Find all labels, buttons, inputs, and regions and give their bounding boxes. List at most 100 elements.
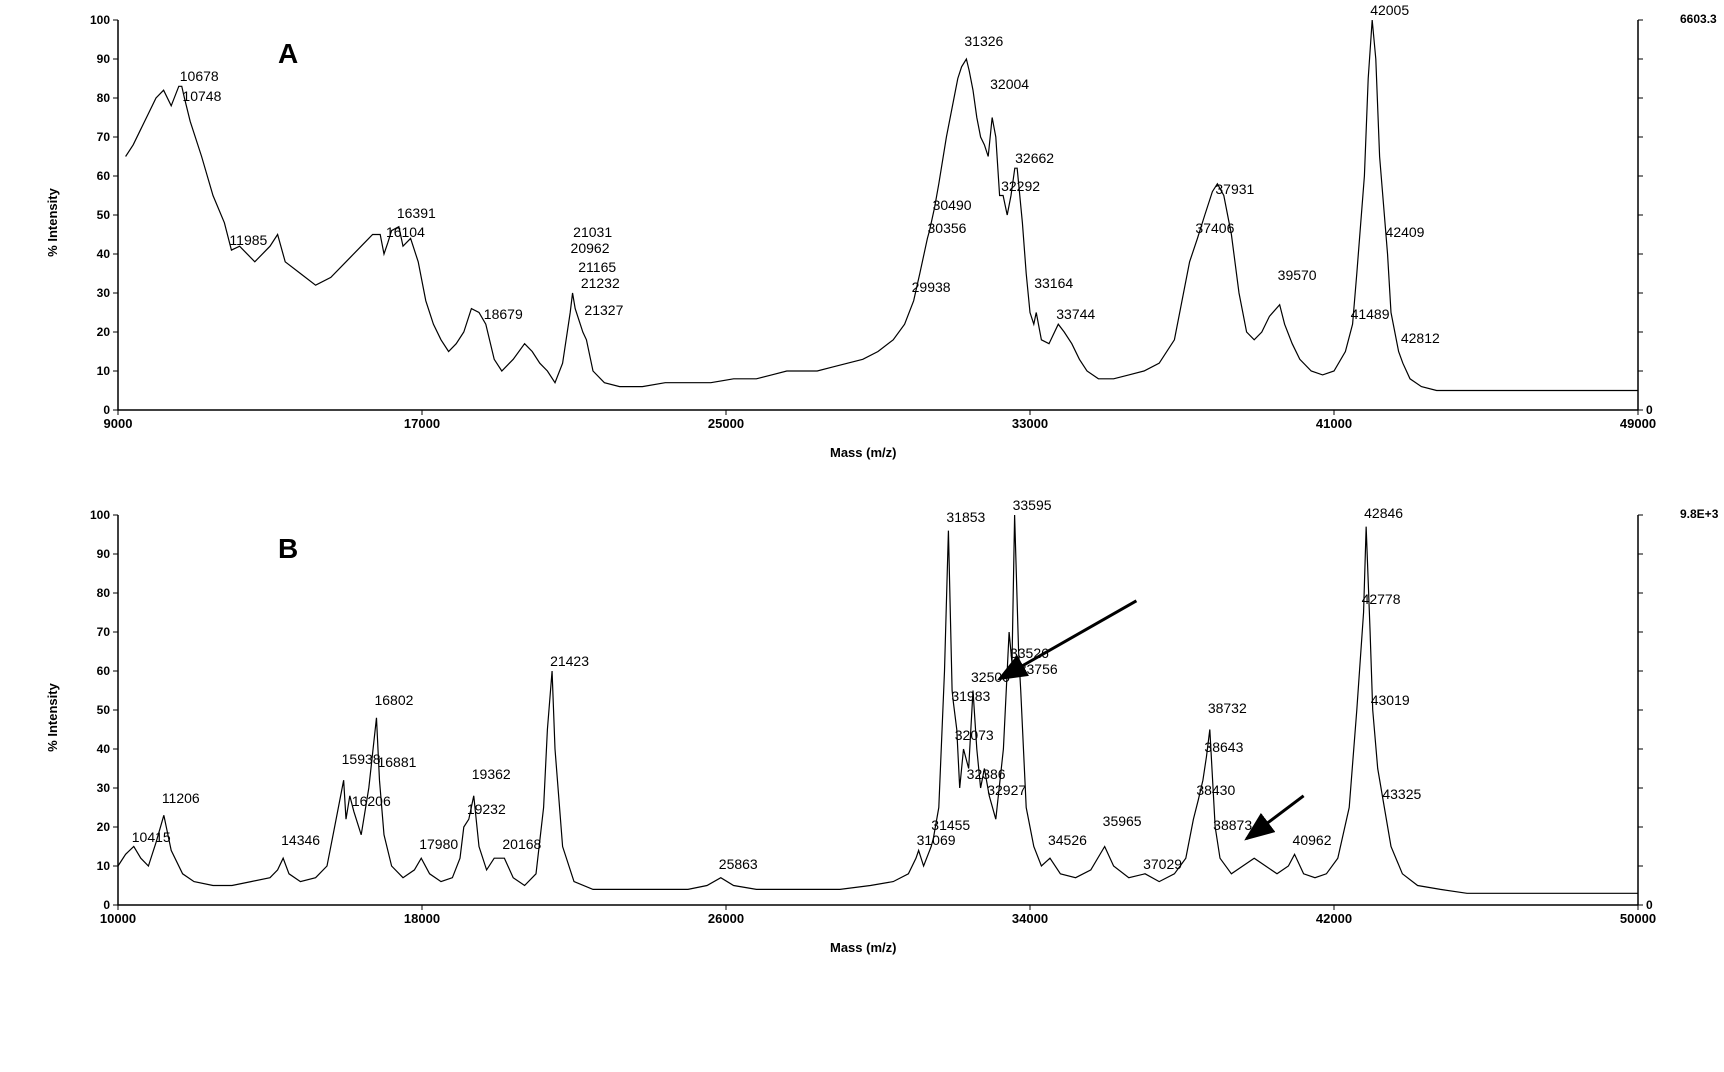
peak-label: 42409: [1386, 224, 1425, 240]
peak-label: 16206: [352, 793, 391, 809]
svg-text:0: 0: [103, 898, 110, 912]
svg-text:30: 30: [97, 286, 111, 300]
peak-label: 29938: [912, 279, 951, 295]
peak-label: 31455: [931, 817, 970, 833]
peak-label: 37931: [1215, 181, 1254, 197]
peak-label: 38643: [1204, 739, 1243, 755]
peak-label: 20168: [502, 836, 541, 852]
peak-label: 33526: [1010, 645, 1049, 661]
peak-label: 32662: [1015, 150, 1054, 166]
svg-text:0: 0: [1646, 898, 1653, 912]
peak-label: 30490: [933, 197, 972, 213]
peak-label: 42846: [1364, 505, 1403, 521]
peak-label: 31853: [946, 509, 985, 525]
peak-label: 16104: [386, 224, 425, 240]
panel-a-ylabel: % Intensity: [45, 188, 60, 257]
svg-text:33000: 33000: [1012, 416, 1048, 431]
peak-label: 17980: [419, 836, 458, 852]
spectrum-a-svg: 0102030405060708090100090001700025000330…: [78, 10, 1678, 440]
panel-b-letter: B: [278, 533, 298, 565]
svg-text:20: 20: [97, 325, 111, 339]
svg-text:42000: 42000: [1316, 911, 1352, 926]
peak-label: 21423: [550, 653, 589, 669]
peak-label: 31069: [917, 832, 956, 848]
peak-label: 33756: [1019, 661, 1058, 677]
peak-label: 32500: [971, 669, 1010, 685]
panel-b-ylabel: % Intensity: [45, 683, 60, 752]
peak-label: 21165: [578, 259, 616, 275]
peak-label: 37406: [1195, 220, 1234, 236]
peak-label: 40962: [1293, 832, 1332, 848]
svg-text:90: 90: [97, 52, 111, 66]
svg-text:18000: 18000: [404, 911, 440, 926]
peak-label: 14346: [281, 832, 320, 848]
peak-label: 20962: [571, 240, 610, 256]
peak-label: 42812: [1401, 330, 1440, 346]
peak-label: 38430: [1196, 782, 1235, 798]
peak-label: 41489: [1351, 306, 1390, 322]
peak-label: 34526: [1048, 832, 1087, 848]
svg-text:26000: 26000: [708, 911, 744, 926]
svg-text:80: 80: [97, 586, 111, 600]
peak-label: 32073: [955, 727, 994, 743]
peak-label: 38732: [1208, 700, 1247, 716]
peak-label: 11206: [162, 790, 200, 806]
peak-label: 10678: [180, 68, 219, 84]
svg-text:34000: 34000: [1012, 911, 1048, 926]
peak-label: 16881: [377, 754, 416, 770]
panel-a-xlabel: Mass (m/z): [830, 445, 896, 460]
panel-a-right-scale: 6603.3: [1680, 12, 1717, 26]
svg-text:25000: 25000: [708, 416, 744, 431]
panel-b: 0102030405060708090100010000180002600034…: [78, 505, 1678, 935]
svg-text:10: 10: [97, 859, 111, 873]
svg-text:100: 100: [90, 508, 110, 522]
peak-label: 15938: [342, 751, 381, 767]
peak-label: 32386: [967, 766, 1006, 782]
svg-text:41000: 41000: [1316, 416, 1352, 431]
peak-label: 21232: [581, 275, 620, 291]
peak-label: 37029: [1143, 856, 1182, 872]
peak-label: 30356: [928, 220, 967, 236]
svg-text:40: 40: [97, 247, 111, 261]
peak-label: 43019: [1371, 692, 1410, 708]
svg-text:49000: 49000: [1620, 416, 1656, 431]
peak-label: 21031: [573, 224, 612, 240]
svg-text:90: 90: [97, 547, 111, 561]
peak-label: 42005: [1370, 2, 1409, 18]
svg-text:10: 10: [97, 364, 111, 378]
peak-label: 32004: [990, 76, 1029, 92]
svg-text:9000: 9000: [104, 416, 133, 431]
peak-label: 16802: [374, 692, 413, 708]
svg-text:80: 80: [97, 91, 111, 105]
svg-text:0: 0: [1646, 403, 1653, 417]
svg-text:17000: 17000: [404, 416, 440, 431]
svg-text:40: 40: [97, 742, 111, 756]
panel-a-letter: A: [278, 38, 298, 70]
peak-label: 10748: [182, 88, 221, 104]
svg-text:60: 60: [97, 664, 111, 678]
peak-label: 31983: [951, 688, 990, 704]
panel-b-right-scale: 9.8E+3: [1680, 507, 1718, 521]
svg-text:10000: 10000: [100, 911, 136, 926]
peak-label: 16391: [397, 205, 436, 221]
peak-label: 33744: [1056, 306, 1095, 322]
peak-label: 18679: [484, 306, 523, 322]
svg-text:70: 70: [97, 625, 111, 639]
svg-text:50: 50: [97, 208, 111, 222]
svg-text:100: 100: [90, 13, 110, 27]
peak-label: 31326: [964, 33, 1003, 49]
peak-label: 43325: [1382, 786, 1421, 802]
peak-label: 42778: [1362, 591, 1401, 607]
peak-label: 19232: [467, 801, 506, 817]
svg-text:20: 20: [97, 820, 111, 834]
peak-label: 33595: [1013, 497, 1052, 513]
peak-label: 32292: [1001, 178, 1040, 194]
peak-label: 11985: [229, 232, 267, 248]
svg-text:0: 0: [103, 403, 110, 417]
figure-container: 0102030405060708090100090001700025000330…: [0, 0, 1724, 1072]
svg-text:60: 60: [97, 169, 111, 183]
svg-text:30: 30: [97, 781, 111, 795]
spectrum-b-svg: 0102030405060708090100010000180002600034…: [78, 505, 1678, 935]
svg-text:50: 50: [97, 703, 111, 717]
peak-label: 19362: [472, 766, 511, 782]
